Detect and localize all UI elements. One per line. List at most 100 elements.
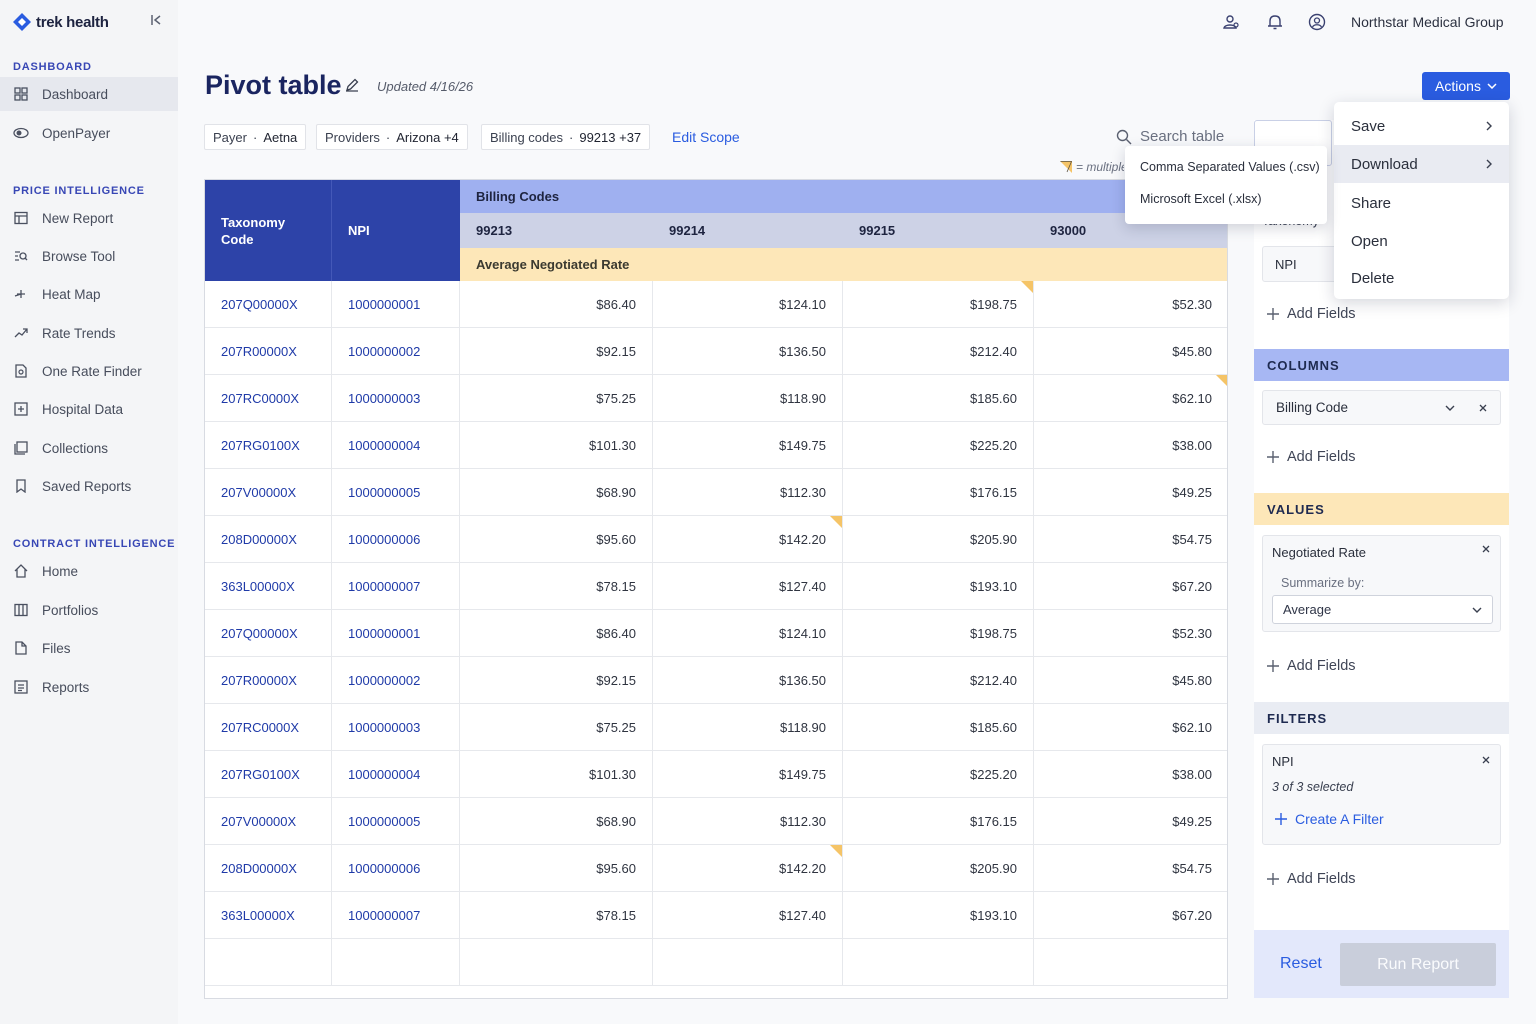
cell-taxonomy[interactable]: 363L00000X [205,563,332,610]
scope-chip-billing-codes[interactable]: Billing codes · 99213 +37 [481,124,651,150]
cell-rate-99213[interactable]: $95.60 [460,516,653,563]
cell-rate-99215[interactable]: $193.10 [843,563,1034,610]
cell-rate-99214[interactable]: $142.20 [653,845,843,892]
header-npi[interactable]: NPI [332,180,460,281]
download-csv[interactable]: Comma Separated Values (.csv) [1140,160,1320,174]
cell-rate-99213[interactable]: $86.40 [460,281,653,328]
cell-rate-93000[interactable]: $49.25 [1034,469,1227,516]
cell-rate-93000[interactable]: $62.10 [1034,704,1227,751]
download-xlsx[interactable]: Microsoft Excel (.xlsx) [1140,192,1262,206]
sidebar-item-browse-tool[interactable]: Browse Tool [0,239,178,273]
sidebar-item-home[interactable]: Home [0,554,178,588]
sidebar-item-files[interactable]: Files [0,631,178,665]
brand-logo[interactable]: trek health [12,12,109,32]
cell-npi[interactable]: 1000000001 [332,281,460,328]
cell-npi[interactable]: 1000000002 [332,328,460,375]
cell-rate-99215[interactable]: $225.20 [843,422,1034,469]
cell-npi[interactable]: 1000000005 [332,469,460,516]
menu-item-delete[interactable]: Delete [1351,269,1395,287]
cell-rate-99215[interactable]: $198.75 [843,610,1034,657]
menu-item-save[interactable]: Save [1334,107,1509,145]
cell-rate-99213[interactable]: $68.90 [460,469,653,516]
cell-rate-99214[interactable]: $127.40 [653,563,843,610]
cell-rate-99213[interactable]: $68.90 [460,798,653,845]
chevron-down-icon[interactable] [1445,405,1455,411]
add-fields-values[interactable]: Add Fields [1267,658,1356,674]
cell-rate-93000[interactable]: $45.80 [1034,328,1227,375]
org-name[interactable]: Northstar Medical Group [1351,14,1504,30]
cell-rate-99214[interactable]: $112.30 [653,798,843,845]
cell-taxonomy[interactable]: 208D00000X [205,845,332,892]
cell-taxonomy[interactable]: 208D00000X [205,516,332,563]
cell-rate-93000[interactable]: $67.20 [1034,563,1227,610]
cell-rate-99213[interactable]: $95.60 [460,845,653,892]
cell-rate-99214[interactable]: $149.75 [653,751,843,798]
value-field-negotiated-rate[interactable]: Negotiated Rate Summarize by: Average [1262,535,1501,632]
cell-rate-99214[interactable]: $118.90 [653,704,843,751]
menu-item-open[interactable]: Open [1351,232,1388,250]
summarize-select[interactable]: Average [1272,595,1493,624]
cell-rate-99214[interactable]: $149.75 [653,422,843,469]
sidebar-item-heat-map[interactable]: Heat Map [0,277,178,311]
cell-rate-99214[interactable]: $124.10 [653,281,843,328]
cell-rate-93000[interactable]: $38.00 [1034,422,1227,469]
cell-rate-99213[interactable]: $92.15 [460,328,653,375]
cell-npi[interactable]: 1000000007 [332,563,460,610]
cell-npi[interactable]: 1000000003 [332,375,460,422]
sidebar-item-rate-trends[interactable]: Rate Trends [0,316,178,350]
cell-rate-99215[interactable]: $225.20 [843,751,1034,798]
cell-rate-99213[interactable]: $101.30 [460,422,653,469]
cell-rate-99213[interactable]: $92.15 [460,657,653,704]
cell-rate-99213[interactable]: $78.15 [460,892,653,939]
menu-item-share[interactable]: Share [1351,194,1392,212]
cell-taxonomy[interactable]: 207V00000X [205,798,332,845]
cell-rate-93000[interactable]: $52.30 [1034,281,1227,328]
sidebar-item-openpayer[interactable]: OpenPayer [0,116,178,150]
cell-rate-99213[interactable]: $86.40 [460,610,653,657]
cell-rate-99213[interactable]: $78.15 [460,563,653,610]
cell-rate-99215[interactable]: $205.90 [843,845,1034,892]
cell-npi[interactable]: 1000000007 [332,892,460,939]
header-code-99213[interactable]: 99213 [460,213,653,248]
cell-npi[interactable]: 1000000005 [332,798,460,845]
rows-field-npi[interactable]: NPI [1262,246,1340,282]
cell-rate-93000[interactable]: $62.10 [1034,375,1227,422]
cell-rate-99214[interactable]: $124.10 [653,610,843,657]
account-icon[interactable] [1308,13,1326,31]
cell-rate-99215[interactable]: $212.40 [843,657,1034,704]
close-icon[interactable] [1482,545,1490,553]
column-field-billing-code[interactable]: Billing Code [1262,390,1501,425]
collapse-left-icon[interactable] [150,14,162,26]
reset-button[interactable]: Reset [1280,955,1322,972]
cell-rate-99214[interactable]: $136.50 [653,328,843,375]
cell-rate-99215[interactable]: $176.15 [843,798,1034,845]
menu-item-download[interactable]: Download [1334,145,1509,183]
cell-rate-99215[interactable]: $212.40 [843,328,1034,375]
add-fields-filters[interactable]: Add Fields [1267,871,1356,887]
sidebar-item-one-rate-finder[interactable]: One Rate Finder [0,354,178,388]
cell-npi[interactable]: 1000000006 [332,845,460,892]
cell-rate-99213[interactable]: $75.25 [460,704,653,751]
bell-icon[interactable] [1266,13,1284,31]
cell-rate-93000[interactable]: $38.00 [1034,751,1227,798]
header-code-99214[interactable]: 99214 [653,213,843,248]
header-code-99215[interactable]: 99215 [843,213,1034,248]
cell-rate-93000[interactable]: $52.30 [1034,610,1227,657]
sidebar-item-reports[interactable]: Reports [0,670,178,704]
cell-npi[interactable]: 1000000001 [332,610,460,657]
add-fields-columns[interactable]: Add Fields [1267,449,1356,465]
close-icon[interactable] [1482,756,1490,764]
sidebar-item-portfolios[interactable]: Portfolios [0,593,178,627]
cell-rate-99213[interactable]: $75.25 [460,375,653,422]
cell-rate-93000[interactable]: $54.75 [1034,845,1227,892]
sidebar-item-dashboard[interactable]: Dashboard [0,77,178,111]
cell-rate-99215[interactable]: $193.10 [843,892,1034,939]
cell-rate-99214[interactable]: $142.20 [653,516,843,563]
cell-rate-93000[interactable]: $49.25 [1034,798,1227,845]
cell-npi[interactable]: 1000000006 [332,516,460,563]
scope-chip-providers[interactable]: Providers · Arizona +4 [316,124,468,150]
filter-npi[interactable]: NPI 3 of 3 selected Create A Filter [1262,744,1501,845]
cell-rate-99214[interactable]: $112.30 [653,469,843,516]
header-taxonomy-code[interactable]: Taxonomy Code [205,180,332,281]
close-icon[interactable] [1479,404,1487,412]
